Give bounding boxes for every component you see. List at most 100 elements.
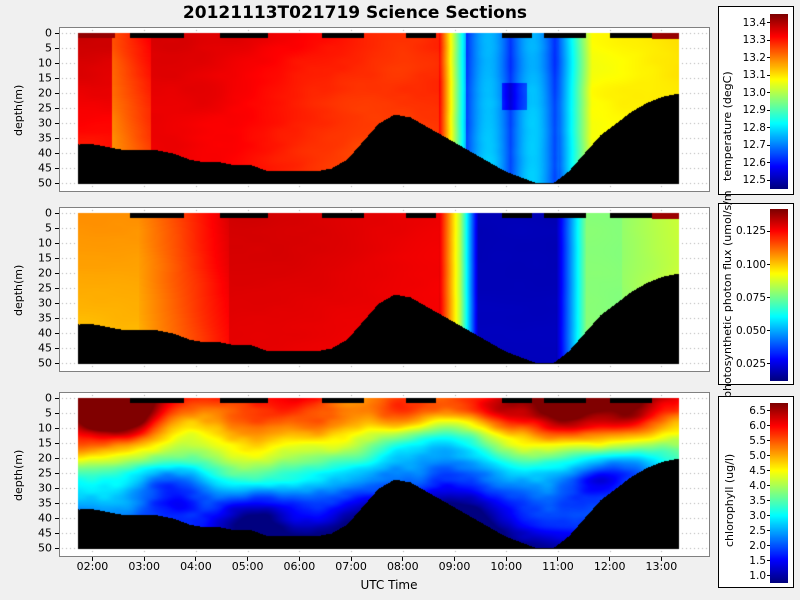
colorbar-tick-mark [767, 545, 770, 546]
panel-par [59, 207, 710, 372]
colorbar-tick-mark [767, 179, 770, 181]
y-tick-mark [55, 152, 59, 154]
y-tick-mark [55, 397, 59, 399]
x-tick-mark [298, 557, 300, 561]
colorbar-tick-label: 6.0 [749, 419, 766, 432]
colorbar-tick-mark [767, 560, 770, 561]
y-tick-label: 30 [38, 481, 52, 495]
y-tick-label: 25 [38, 281, 52, 295]
colorbar-tick-mark [767, 363, 770, 365]
temperature-heatmap [60, 28, 709, 191]
y-tick-mark [55, 32, 59, 34]
x-tick-mark [557, 557, 559, 561]
colorbar-tick-mark [767, 162, 770, 164]
colorbar-tick-label: 0.050 [735, 324, 766, 337]
colorbar-tick-mark [767, 470, 770, 471]
colorbar-tick-label: 12.7 [742, 139, 766, 152]
colorbar-tick-label: 5.5 [749, 434, 766, 447]
colorbar-tick-label: 1.5 [749, 554, 766, 567]
y-tick-label: 50 [38, 541, 52, 555]
x-tick-label: 09:00 [438, 560, 471, 573]
y-tick-label: 5 [45, 406, 52, 420]
y-tick-mark [55, 287, 59, 289]
y-tick-label: 5 [45, 221, 52, 235]
y-tick-label: 15 [38, 251, 52, 265]
x-tick-label: 10:00 [490, 560, 523, 573]
y-tick-mark [55, 347, 59, 349]
colorbar-tick-label: 12.9 [742, 104, 766, 117]
y-tick-label: 10 [38, 421, 52, 435]
y-tick-mark [55, 317, 59, 319]
y-tick-label: 15 [38, 436, 52, 450]
y-tick-mark [55, 502, 59, 504]
colorbar-tick-mark [767, 515, 770, 516]
y-tick-mark [55, 517, 59, 519]
panel3-ylabel: depth(m) [12, 449, 25, 501]
y-tick-mark [55, 472, 59, 474]
colorbar-tick-mark [767, 530, 770, 531]
colorbar-tick-label: 6.5 [749, 404, 766, 417]
colorbar-tick-mark [767, 330, 770, 332]
colorbar-tick-mark [767, 264, 770, 266]
colorbar-tick-label: 13.2 [742, 51, 766, 64]
colorbar-tick-label: 13.0 [742, 86, 766, 99]
y-tick-label: 0 [45, 206, 52, 220]
y-tick-mark [55, 332, 59, 334]
colorbar-tick-label: 0.075 [735, 291, 766, 304]
y-tick-mark [55, 242, 59, 244]
y-tick-mark [55, 362, 59, 364]
x-tick-mark [402, 557, 404, 561]
y-tick-mark [55, 272, 59, 274]
colorbar-tick-label: 3.5 [749, 494, 766, 507]
colorbar-tick-label: 5.0 [749, 449, 766, 462]
colorbar-tick-mark [767, 57, 770, 59]
y-tick-mark [55, 487, 59, 489]
x-axis-label: UTC Time [360, 578, 418, 592]
y-tick-label: 25 [38, 466, 52, 480]
y-tick-mark [55, 122, 59, 124]
colorbar-tick-mark [767, 500, 770, 501]
y-tick-mark [55, 412, 59, 414]
x-tick-mark [143, 557, 145, 561]
colorbar-tick-mark [767, 410, 770, 411]
x-tick-mark [609, 557, 611, 561]
colorbar-tick-label: 13.4 [742, 16, 766, 29]
panel-temperature [59, 27, 710, 192]
colorbar-tick-label: 4.5 [749, 464, 766, 477]
colorbar-tick-mark [767, 230, 770, 232]
colorbar-tick-mark [767, 425, 770, 426]
colorbar-chlorophyll: chlorophyll (ug/l) 1.0 1.5 2.0 2.5 3.0 3.5 4.0… [718, 396, 794, 588]
x-tick-label: 11:00 [542, 560, 574, 573]
colorbar-tick-mark [767, 74, 770, 76]
panel-chlorophyll [59, 392, 710, 557]
colorbar-tick-mark [767, 440, 770, 441]
colorbar-tick-label: 3.0 [749, 509, 766, 522]
y-tick-mark [55, 212, 59, 214]
y-tick-mark [55, 182, 59, 184]
x-tick-label: 03:00 [128, 560, 161, 573]
x-tick-label: 07:00 [335, 560, 367, 573]
x-tick-mark [247, 557, 249, 561]
colorbar-tick-mark [767, 297, 770, 299]
x-tick-mark [660, 557, 662, 561]
colorbar-tick-label: 13.3 [742, 34, 766, 47]
colorbar-temperature: temperature (degC) 12.5 12.6 12.7 12.8 12.9 1… [718, 6, 794, 195]
y-tick-label: 30 [38, 296, 52, 310]
x-tick-label: 13:00 [645, 560, 678, 573]
colorbar-tick-label: 12.6 [742, 156, 766, 169]
y-tick-label: 20 [38, 266, 52, 280]
panel2-ylabel: depth(m) [12, 264, 25, 316]
y-tick-label: 35 [38, 311, 52, 325]
par-heatmap [60, 208, 709, 371]
x-tick-label: 05:00 [231, 560, 264, 573]
y-tick-mark [55, 77, 59, 79]
chlorophyll-heatmap [60, 393, 709, 556]
y-tick-mark [55, 227, 59, 229]
y-tick-mark [55, 167, 59, 169]
y-tick-label: 0 [45, 26, 52, 40]
colorbar-tick-label: 0.100 [735, 258, 766, 271]
colorbar-tick-mark [767, 485, 770, 486]
colorbar-tick-mark [767, 575, 770, 576]
colorbar-tick-mark [767, 144, 770, 146]
